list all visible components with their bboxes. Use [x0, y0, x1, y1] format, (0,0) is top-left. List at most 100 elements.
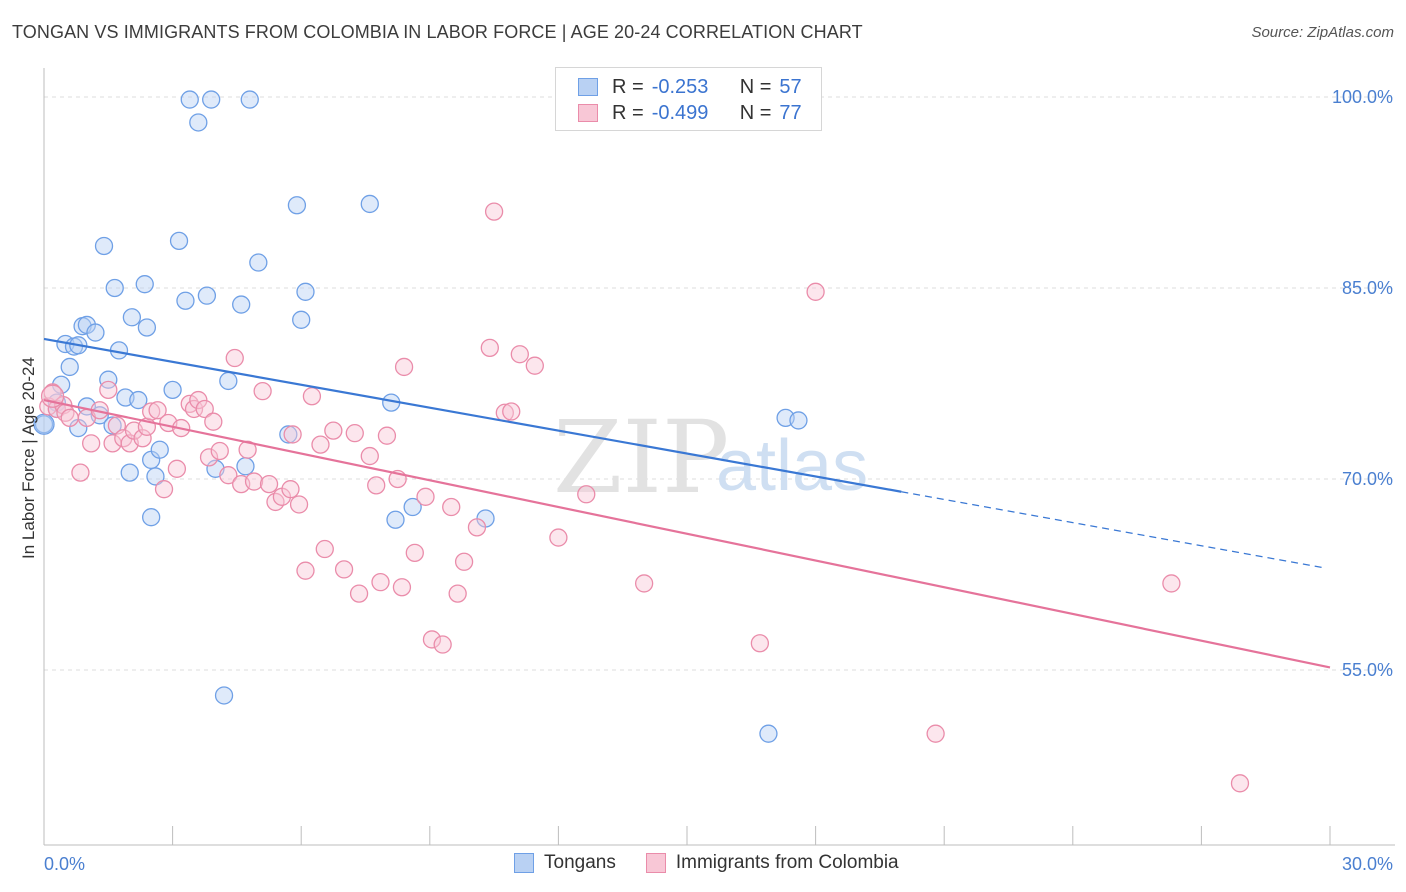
x-tick-labels: 0.0% 30.0% — [44, 854, 1393, 874]
colombia-point — [283, 425, 302, 444]
colombia-point — [750, 634, 770, 653]
colombia-point — [480, 338, 499, 357]
colombia-point — [416, 487, 435, 506]
colombia-point — [345, 424, 364, 443]
colombia-point — [442, 497, 461, 517]
colombia-point — [184, 399, 204, 419]
legend-n-value: 57 — [779, 75, 802, 98]
colombia-points — [39, 202, 1250, 793]
colombia-point — [302, 387, 322, 406]
colombia-point — [225, 348, 244, 368]
legend-item-colombia[interactable]: Immigrants from Colombia — [645, 852, 899, 874]
tongans-point — [214, 686, 234, 705]
tongans-point — [105, 278, 124, 298]
colombia-point — [371, 572, 390, 592]
tongans-point — [236, 457, 255, 476]
tongans-point — [249, 253, 268, 272]
tongans-point — [176, 291, 195, 310]
tongans-point — [103, 416, 122, 435]
colombia-point — [394, 357, 414, 377]
legend-row-colombia: R = -0.499 N = 77 — [578, 100, 802, 126]
colombia-point — [484, 202, 504, 221]
tongans-point — [150, 440, 169, 459]
tongans-trend-line — [43, 337, 902, 493]
tongans-point — [360, 194, 379, 214]
colombia-point — [510, 345, 529, 364]
colombia-point — [199, 448, 219, 467]
tongans-point — [403, 497, 422, 517]
colombia-point — [926, 724, 945, 743]
tongans-point — [129, 390, 148, 410]
y-tick-label: 85.0% — [1342, 278, 1393, 298]
colombia-point — [360, 446, 379, 466]
colombia-point — [422, 630, 442, 649]
colombia-point — [204, 412, 223, 431]
colombia-point — [60, 408, 79, 428]
colombia-point — [448, 584, 467, 603]
colombia-point — [349, 584, 369, 603]
colombia-trend-line — [43, 398, 1331, 669]
legend-swatch-colombia — [645, 853, 666, 873]
tongans-points — [33, 90, 808, 743]
colombia-point — [210, 441, 229, 461]
colombia-point — [99, 380, 118, 400]
colombia-point — [433, 635, 452, 654]
legend-n-label: N = — [739, 101, 772, 124]
colombia-point — [71, 463, 90, 482]
axes — [43, 68, 1395, 846]
tongans-point — [86, 323, 105, 342]
colombia-point — [289, 495, 309, 514]
tongans-point — [386, 510, 405, 529]
tongans-point — [296, 282, 315, 301]
colombia-point — [577, 485, 596, 504]
legend-item-tongans[interactable]: Tongans — [514, 852, 616, 874]
x-tick-label: 0.0% — [44, 854, 85, 874]
legend-n-label: N = — [739, 75, 772, 98]
colombia-point — [142, 402, 161, 421]
colombia-point — [219, 466, 238, 485]
tongans-point — [219, 371, 238, 391]
tongans-point — [789, 411, 808, 430]
tongans-point — [202, 90, 221, 109]
colombia-point — [324, 421, 343, 440]
colombia-point — [296, 561, 315, 580]
colombia-point — [82, 434, 101, 453]
trend-lines — [43, 337, 1331, 669]
colombia-point — [244, 472, 264, 491]
colombia-point — [806, 282, 825, 301]
tongans-point — [34, 415, 54, 434]
tongans-point — [94, 236, 114, 256]
colombia-point — [392, 578, 412, 597]
tongans-point — [759, 724, 778, 743]
tongans-point — [146, 467, 165, 486]
watermark-zip: ZIP — [553, 399, 729, 516]
colombia-point — [634, 574, 654, 593]
colombia-point — [467, 518, 487, 537]
y-tick-label: 55.0% — [1342, 660, 1393, 680]
legend-r-value: -0.499 — [651, 101, 709, 124]
gridlines — [44, 96, 1395, 671]
legend-label-tongans: Tongans — [544, 852, 616, 873]
chart-source: Source: ZipAtlas.com — [1251, 24, 1394, 41]
legend-r-label: R = — [612, 101, 644, 124]
chart-title: TONGAN VS IMMIGRANTS FROM COLOMBIA IN LA… — [12, 22, 863, 42]
y-tick-label: 70.0% — [1342, 469, 1393, 489]
colombia-point — [315, 539, 334, 559]
colombia-point — [1230, 774, 1250, 793]
colombia-point — [253, 381, 272, 401]
colombia-point — [259, 474, 279, 494]
legend-row-tongans: R = -0.253 N = 57 — [578, 74, 802, 100]
colombia-point — [195, 399, 214, 419]
colombia-point — [405, 543, 424, 563]
colombia-point — [334, 560, 354, 579]
watermark-atlas: atlas — [716, 426, 868, 506]
tongans-point — [279, 425, 298, 444]
colombia-point — [311, 435, 330, 454]
y-tick-labels: 100.0% 85.0% 70.0% 55.0% — [1332, 87, 1393, 680]
tongans-point — [169, 231, 189, 251]
colombia-point — [549, 528, 568, 547]
y-axis-title: In Labor Force | Age 20-24 — [19, 357, 38, 559]
x-tick-label: 30.0% — [1342, 854, 1393, 874]
colombia-point — [367, 476, 386, 495]
